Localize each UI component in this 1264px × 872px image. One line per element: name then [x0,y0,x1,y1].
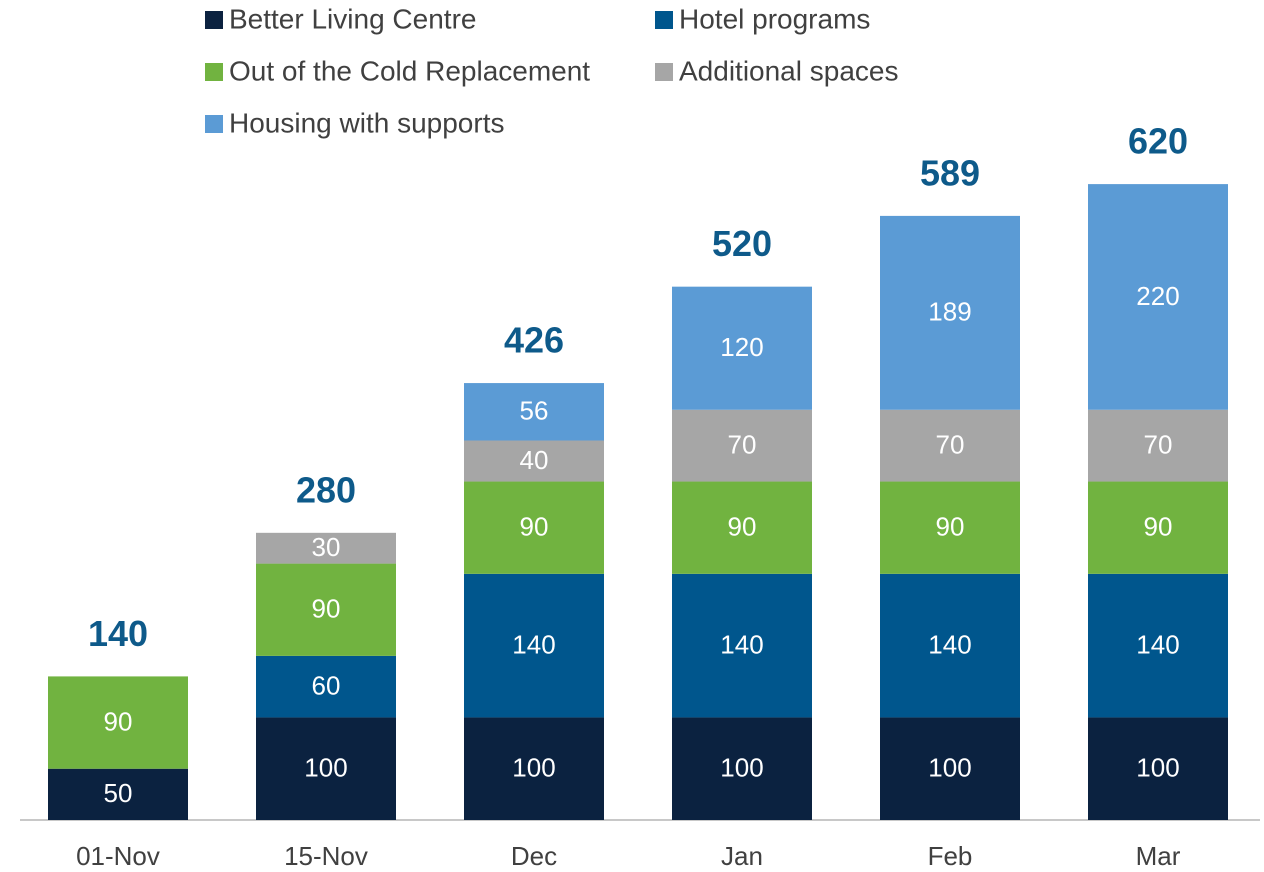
x-tick-label: 15-Nov [284,841,368,871]
bar-segment [48,676,188,769]
legend-label: Better Living Centre [229,3,476,34]
segment-label: 100 [1136,753,1179,783]
bar-segment [880,215,1020,410]
x-tick-label: Feb [928,841,973,871]
segment-label: 90 [936,512,965,542]
legend-swatch [655,11,673,29]
segment-label: 140 [1136,630,1179,660]
segment-label: 70 [936,430,965,460]
segment-label: 90 [520,512,549,542]
bar-segment [256,655,396,718]
total-label: 520 [712,223,772,264]
bar-segment [1088,717,1228,820]
segment-label: 40 [520,445,549,475]
bar-segment [880,573,1020,718]
segment-label: 90 [104,706,133,736]
bar-segment [256,717,396,820]
bar-segment [672,286,812,410]
segment-label: 70 [728,430,757,460]
x-tick-label: Jan [721,841,763,871]
segment-label: 140 [928,630,971,660]
segment-label: 90 [728,512,757,542]
segment-label: 140 [512,630,555,660]
bar-segment [880,481,1020,574]
segment-label: 100 [512,753,555,783]
legend-label: Out of the Cold Replacement [229,55,590,86]
total-label: 140 [88,613,148,654]
segment-label: 100 [928,753,971,783]
bar-segment [256,563,396,656]
segment-label: 90 [1144,512,1173,542]
legend-label: Additional spaces [679,55,898,86]
segment-label: 50 [104,778,133,808]
segment-label: 30 [312,532,341,562]
bar-segment [464,573,604,718]
total-label: 589 [920,152,980,193]
bar-segment [880,717,1020,820]
bar-segment [464,383,604,441]
segment-label: 100 [304,753,347,783]
bar-segment [464,717,604,820]
segment-label: 189 [928,297,971,327]
legend-swatch [205,11,223,29]
segment-label: 120 [720,332,763,362]
segment-label: 100 [720,753,763,783]
total-label: 426 [504,320,564,361]
x-tick-label: 01-Nov [76,841,160,871]
bar-segment [1088,184,1228,410]
legend-label: Hotel programs [679,3,870,34]
legend-swatch [205,63,223,81]
segment-label: 56 [520,396,549,426]
bar-segment [1088,573,1228,718]
bar-segment [672,717,812,820]
segment-label: 70 [1144,430,1173,460]
legend-swatch [655,63,673,81]
total-label: 620 [1128,121,1188,162]
legend-swatch [205,115,223,133]
bar-segment [672,573,812,718]
segment-label: 60 [312,671,341,701]
x-tick-label: Mar [1136,841,1181,871]
bar-segment [1088,481,1228,574]
bar-segment [464,440,604,482]
bar-segment [880,409,1020,482]
bar-segment [672,409,812,482]
bar-segment [464,481,604,574]
x-tick-label: Dec [511,841,557,871]
bar-segment [256,532,396,564]
segment-label: 90 [312,594,341,624]
total-label: 280 [296,469,356,510]
legend-label: Housing with supports [229,107,504,138]
segment-label: 220 [1136,281,1179,311]
bar-segment [1088,409,1228,482]
bar-segment [48,768,188,820]
segment-label: 140 [720,630,763,660]
bar-segment [672,481,812,574]
